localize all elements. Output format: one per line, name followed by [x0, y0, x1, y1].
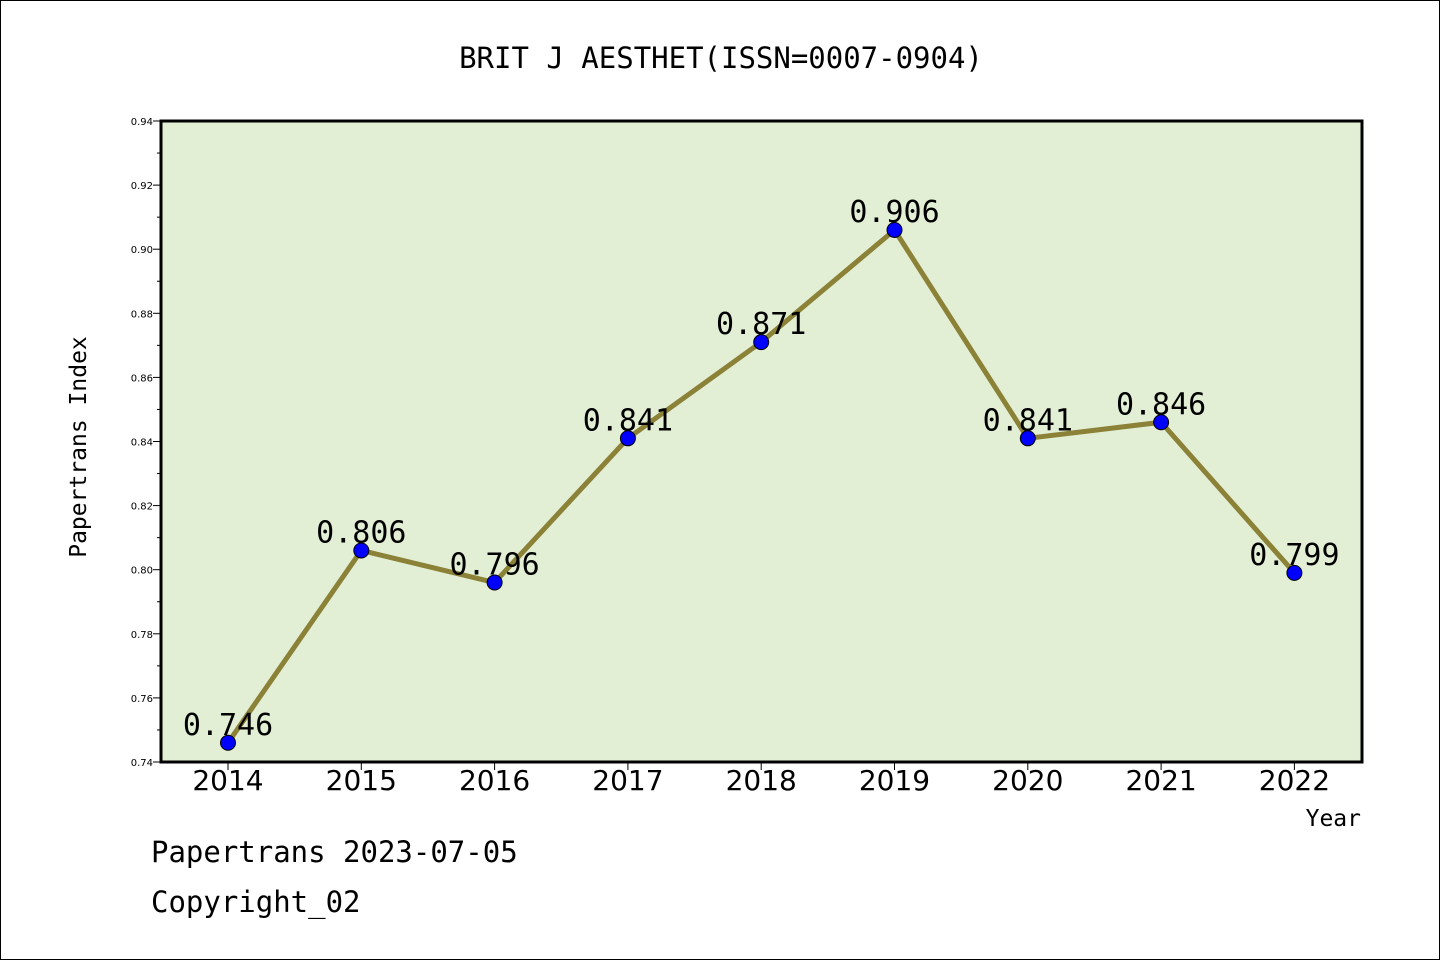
source-note: Papertrans 2023-07-05 — [151, 835, 518, 869]
x-axis: 2014 2015 2016 2017 2018 2019 2020 2021 2022 — [192, 762, 1330, 797]
x-tick-label: 2021 — [1125, 764, 1196, 797]
y-tick-label: 0.94 — [131, 117, 153, 128]
y-axis: 0.74 0.76 0.78 0.80 0.82 0.84 0.86 0.88 0.90 0.92… — [131, 117, 161, 769]
data-label: 0.906 — [849, 195, 939, 230]
data-label: 0.806 — [316, 515, 406, 550]
y-tick-label: 0.86 — [131, 373, 153, 384]
data-point — [1153, 414, 1170, 431]
y-tick-label: 0.76 — [131, 694, 153, 705]
data-point — [886, 221, 903, 238]
y-tick-label: 0.74 — [131, 758, 153, 769]
data-point — [619, 430, 636, 447]
x-axis-title: Year — [1306, 806, 1361, 832]
data-label: 0.841 — [983, 403, 1073, 438]
x-tick-label: 2015 — [326, 764, 397, 797]
x-tick-label: 2020 — [992, 764, 1063, 797]
data-label: 0.846 — [1116, 387, 1206, 422]
x-tick-label: 2019 — [859, 764, 930, 797]
y-tick-label: 0.80 — [131, 566, 153, 577]
y-axis-title: Papertrans Index — [66, 336, 92, 558]
data-point — [353, 542, 370, 559]
x-tick-label: 2022 — [1259, 764, 1330, 797]
x-tick-label: 2016 — [459, 764, 530, 797]
y-tick-label: 0.90 — [131, 245, 153, 256]
plot-area — [159, 119, 1364, 764]
x-tick-label: 2014 — [192, 764, 263, 797]
data-label: 0.746 — [183, 708, 273, 743]
y-tick-label: 0.92 — [131, 181, 153, 192]
data-label: 0.799 — [1249, 538, 1339, 573]
data-point — [753, 334, 770, 351]
data-point — [1019, 430, 1036, 447]
series-layer: 0.746 0.806 0.796 0.841 0.871 0.906 0.841 0.846… — [183, 195, 1340, 751]
y-tick-label: 0.84 — [131, 438, 153, 449]
data-point — [1286, 564, 1303, 581]
x-tick-label: 2017 — [592, 764, 663, 797]
copyright-note: Copyright_02 — [151, 885, 361, 919]
x-tick-label: 2018 — [726, 764, 797, 797]
y-tick-label: 0.88 — [131, 309, 153, 320]
y-tick-label: 0.82 — [131, 502, 153, 513]
data-point — [220, 734, 236, 751]
data-label: 0.841 — [583, 403, 673, 438]
data-label: 0.871 — [716, 307, 806, 342]
y-tick-label: 0.78 — [131, 630, 153, 641]
chart-title: BRIT J AESTHET(ISSN=0007-0904) — [459, 41, 983, 75]
data-point — [486, 574, 503, 591]
data-label: 0.796 — [449, 548, 539, 583]
